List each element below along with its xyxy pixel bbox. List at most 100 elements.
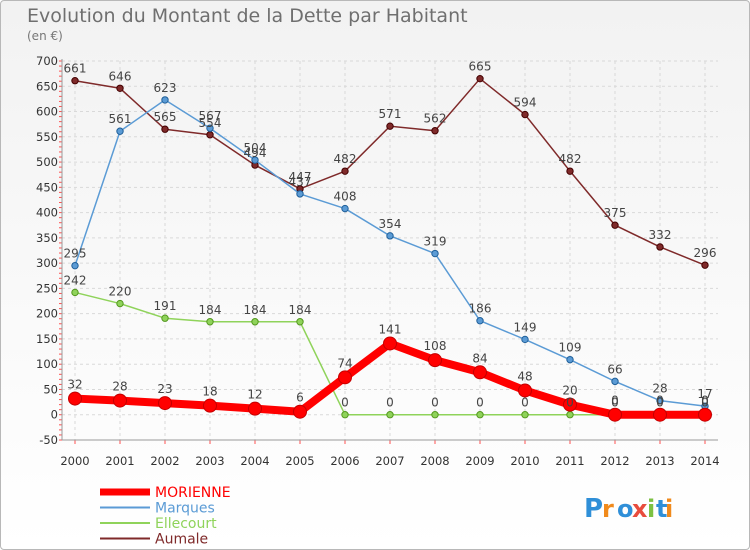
data-label: 28 [652, 382, 667, 396]
y-tick-label: 250 [36, 281, 58, 295]
data-point [428, 353, 442, 368]
data-point [206, 318, 214, 326]
data-label: 0 [656, 396, 664, 410]
x-tick-label: 2004 [240, 454, 269, 468]
data-label: 0 [476, 396, 484, 410]
data-label: 0 [611, 394, 619, 408]
data-point [476, 411, 484, 419]
data-point [68, 391, 82, 406]
data-label: 184 [289, 303, 312, 317]
data-label: 482 [559, 152, 582, 166]
y-tick-label: 50 [43, 382, 58, 396]
data-labels: 661 646 565 554 494 447 482 571 562 665 594 482 375 3… [64, 60, 717, 410]
data-point [608, 407, 622, 422]
data-point [203, 398, 217, 413]
y-tick-label: 150 [36, 332, 58, 346]
data-label: 28 [112, 380, 127, 394]
data-point [521, 335, 529, 344]
proxiti-logo: Pr ox i ti [584, 494, 673, 524]
data-point [701, 261, 709, 269]
data-label: 66 [607, 362, 622, 376]
data-label: 571 [379, 107, 402, 121]
data-point [566, 411, 574, 419]
data-label: 108 [424, 339, 447, 353]
x-tick-label: 2007 [375, 454, 404, 468]
data-label: 623 [154, 81, 177, 95]
data-point [296, 190, 304, 198]
data-label: 332 [649, 228, 672, 242]
data-point [473, 365, 487, 380]
chart-subtitle: (en €) [27, 29, 63, 43]
x-tick-label: 2009 [465, 454, 494, 468]
data-label: 0 [701, 394, 709, 408]
data-label: 0 [611, 396, 619, 410]
data-point [476, 317, 484, 325]
data-point [386, 232, 394, 240]
data-label: 17 [697, 387, 712, 401]
legend-label: MORIENNE [155, 485, 231, 501]
data-point [248, 401, 262, 416]
data-point [611, 377, 619, 386]
series-group: 661 646 565 554 494 447 482 571 562 665 594 482 375 3… [64, 60, 717, 422]
y-tick-label: 0 [51, 408, 58, 422]
data-point [341, 204, 349, 213]
data-point [161, 96, 169, 104]
data-label: 0 [386, 396, 394, 410]
legend-label: Marques [155, 501, 215, 517]
x-tick-label: 2008 [420, 454, 449, 468]
y-tick-label: 550 [36, 130, 58, 144]
data-point [386, 122, 394, 130]
data-point [251, 318, 259, 326]
data-label: 141 [379, 322, 402, 336]
legend-label: Ellecourt [155, 516, 217, 532]
data-label: 20 [562, 384, 577, 398]
x-axis-ticks: 2000 2001 2002 2003 2004 2005 2006 2007 2008 2009… [60, 454, 719, 468]
data-label: 561 [109, 112, 132, 126]
data-point [566, 355, 574, 364]
data-point [431, 411, 439, 419]
data-label: 482 [334, 152, 357, 166]
x-tick-label: 2000 [60, 454, 89, 468]
data-label: 184 [244, 303, 267, 317]
data-point [383, 336, 397, 351]
x-tick-label: 2013 [645, 454, 674, 468]
data-label: 48 [517, 369, 532, 383]
x-tick-label: 2003 [195, 454, 224, 468]
data-label: 295 [64, 247, 87, 261]
data-point [206, 131, 214, 139]
data-point [521, 411, 529, 419]
data-point [656, 243, 664, 251]
y-tick-label: 650 [36, 79, 58, 93]
data-point [71, 261, 79, 270]
data-label: 220 [109, 285, 132, 299]
data-point [116, 127, 124, 135]
y-axis-ticks: -50 0 50 100 150 200 250 300 350 400 450 500 550 600 6… [36, 54, 58, 447]
x-tick-label: 2012 [600, 454, 629, 468]
logo-letter: t [656, 495, 667, 523]
data-point [566, 167, 574, 175]
y-tick-label: 700 [36, 54, 58, 68]
data-label: 184 [199, 303, 222, 317]
data-point [656, 396, 664, 405]
data-point [71, 288, 79, 297]
data-label: 84 [472, 351, 487, 365]
data-label: 23 [157, 382, 172, 396]
data-point [161, 314, 169, 322]
data-point [518, 383, 532, 398]
series-morienne [68, 336, 712, 422]
x-tick-label: 2005 [285, 454, 314, 468]
data-label: 375 [604, 206, 627, 220]
data-label: 6 [296, 391, 304, 405]
logo-letter: i [665, 495, 673, 523]
y-tick-label: 450 [36, 180, 58, 194]
data-label: 665 [469, 60, 492, 74]
data-label: 646 [109, 69, 132, 83]
data-label: 0 [431, 396, 439, 410]
data-point [71, 77, 79, 85]
data-label: 74 [337, 356, 352, 370]
logo-letter: o [617, 495, 634, 523]
data-point [158, 396, 172, 411]
x-tick-label: 2002 [150, 454, 179, 468]
